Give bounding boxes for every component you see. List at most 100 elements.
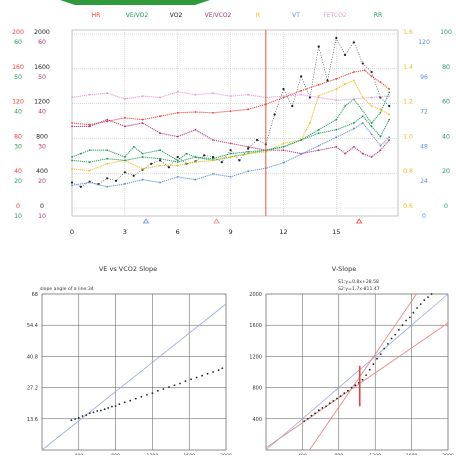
v-slope-point [430,293,433,295]
left-tick-vo2: 0 [40,203,44,210]
right-tick-r: 0.8 [403,168,413,175]
series-point [106,118,109,121]
series-point [229,142,232,145]
series-point [106,149,109,152]
v-slope-point [328,402,331,405]
series-point [88,93,91,96]
series-point [176,161,179,164]
top-x-tick: 15 [332,228,340,236]
series-point [282,161,285,164]
series-point [317,144,320,147]
series-point [71,122,73,124]
series-point [344,83,346,85]
sr-y-tick: 400 [252,417,262,423]
left-tick-ve_vo2: 10 [14,213,22,220]
series-point [379,149,382,152]
series-point [176,111,179,114]
sl-y-tick: 40.8 [27,354,38,360]
v-slope-point [314,412,316,415]
series-point [176,155,179,159]
series-point [71,125,73,128]
legend-ve-vo2: VE/VO2 [126,12,149,19]
top-x-tick: 0 [70,228,74,236]
ve-vco2-point [221,367,224,370]
series-point [309,122,311,124]
series-point [229,110,232,112]
series-point [379,81,382,84]
top-x-tick: 9 [229,228,233,236]
left-tick-hr: 200 [12,29,24,36]
series-point [370,105,373,107]
series-point [194,178,197,181]
top-plot-frame [71,29,399,217]
series-point [335,128,338,131]
v-slope-annotation-s2: S2:y=1.7x-811.47 [338,286,380,292]
series-point [88,169,91,172]
series-point [212,159,214,162]
sl-y-tick: 54.4 [27,323,38,329]
top-x-tick: 6 [176,228,180,236]
series-point [300,93,302,96]
series-point [247,152,250,155]
top-right-axis: 1.6 1.4 1.2 1.0 0.8 0.6 120 96 72 48 24 0 100 80 60 40 2… [403,29,452,220]
series-point [88,125,91,128]
series-point [159,149,162,152]
left-tick-hr: 0 [16,203,20,210]
sr-y-tick: 800 [252,386,262,392]
top-x-axis: 0 3 6 9 12 15 [70,228,341,236]
v-slope-point [321,407,324,409]
v-slope-point [365,374,367,376]
series-r [71,79,391,172]
v-slope-point [368,368,371,371]
v-slope-point [354,384,357,387]
right-tick-r: 1.6 [403,29,413,36]
series-point [229,149,232,152]
series-point [212,139,214,141]
series-point [282,95,285,97]
v-slope-point [427,296,429,298]
series-point [300,139,302,141]
series-point [88,123,91,126]
series-point [238,159,241,162]
series-point [220,161,223,164]
ve-vco2-point [179,382,181,385]
series-point [159,132,162,135]
series-point [247,145,250,148]
series-point [370,70,373,74]
series-point [353,71,355,73]
series-point [176,90,179,93]
event-marker [142,218,150,224]
v-slope-point [416,307,418,309]
series-point [335,36,338,40]
series-point [353,98,355,100]
series-point [141,156,144,158]
event-markers [142,218,363,224]
left-tick-ve_vco2: 50 [38,74,46,81]
ve-vco2-point [146,394,148,396]
sr-y-tick: 2000 [249,292,262,298]
v-slope-fit-s2 [309,293,417,451]
right-tick-rr: 80 [442,64,450,71]
series-point [159,115,162,118]
v-slope-point [405,319,407,322]
series-point [388,113,391,116]
ve-vco2-point [77,417,80,419]
series-point [335,118,338,121]
series-point [159,164,162,167]
v-slope-point [350,386,353,389]
series-point [379,108,382,111]
series-point [379,144,382,147]
series-point [71,156,73,158]
series-point [370,122,373,124]
series-point [247,170,250,173]
series-point [388,88,391,90]
left-tick-ve_vo2: 60 [14,39,22,46]
series-point [212,111,214,114]
event-marker [213,218,220,224]
series-point [194,156,197,158]
series-point [344,152,346,155]
series-point [71,184,73,187]
series-point [247,108,250,111]
series-point [124,156,126,158]
